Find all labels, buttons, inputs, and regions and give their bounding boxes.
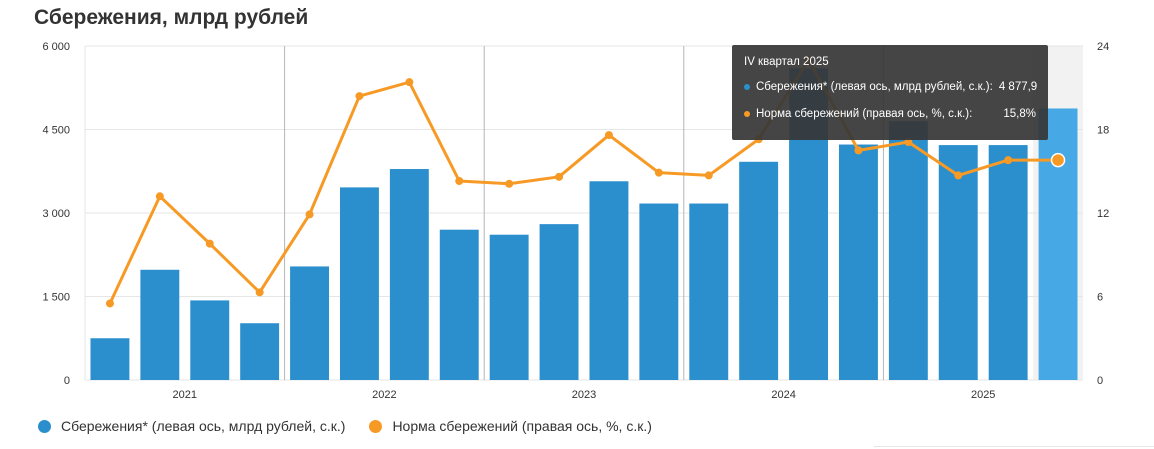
savings-bar [240,323,280,380]
right-axis-tick: 0 [1097,375,1103,387]
legend-rate-dot-icon [369,419,383,433]
savings-rate-point [305,210,314,219]
savings-bar [589,181,629,380]
tooltip-row-rate: Норма сбережений (правая ось, %, с.к.): … [744,108,1036,120]
savings-bar [439,229,479,380]
savings-bar [140,269,180,380]
savings-bar [489,234,529,380]
tooltip-rate-label: Норма сбережений (правая ось, %, с.к.): [756,108,973,120]
savings-rate-point [355,92,364,101]
savings-bar [339,187,379,380]
savings-bar [639,203,679,380]
savings-bar [988,145,1028,380]
left-axis-tick: 1 500 [42,292,70,304]
tooltip: IV квартал 2025 Сбережения* (левая ось, … [732,45,1048,140]
savings-rate-point [954,171,963,180]
x-axis-year-label: 2024 [771,389,795,401]
footer-divider [874,446,1154,447]
savings-dot-icon [744,84,750,90]
legend-item-savings[interactable]: Сбережения* (левая ось, млрд рублей, с.к… [38,418,345,434]
tooltip-row-savings: Сбережения* (левая ось, млрд рублей, с.к… [744,81,1038,93]
savings-bar [190,300,230,380]
legend-savings-label: Сбережения* (левая ось, млрд рублей, с.к… [61,418,346,434]
savings-bar [938,145,978,380]
left-axis-tick: 4 500 [42,125,70,137]
left-axis-tick: 0 [64,375,70,387]
savings-bar [689,203,729,380]
x-axis-year-label: 2023 [572,389,596,401]
tooltip-title: IV квартал 2025 [744,56,829,68]
right-axis-tick: 6 [1097,292,1103,304]
legend: Сбережения* (левая ось, млрд рублей, с.к… [38,418,676,434]
savings-bar [739,161,779,380]
savings-rate-point [704,171,713,180]
savings-rate-point [654,168,663,177]
savings-bar [290,266,330,380]
savings-rate-point [904,138,913,147]
savings-bar [539,224,579,380]
savings-rate-point [1004,156,1013,165]
left-axis-tick: 6 000 [42,41,70,53]
right-axis-tick: 24 [1097,41,1109,53]
savings-rate-line [108,58,1059,305]
savings-rate-point [255,288,264,297]
savings-rate-point [505,179,514,188]
savings-rate-point [155,192,164,201]
x-axis-year-label: 2025 [971,389,995,401]
savings-rate-point [455,176,464,185]
savings-bar [888,121,928,381]
right-axis-tick: 18 [1097,125,1109,137]
savings-rate-point-highlight [1050,152,1066,168]
savings-rate-point [604,131,613,140]
savings-bar [1038,108,1078,381]
savings-bar [389,169,429,380]
savings-bar [90,338,130,380]
chart-title: Сбережения, млрд рублей [34,6,309,29]
x-axis-year-label: 2022 [372,389,396,401]
legend-savings-dot-icon [38,419,51,433]
tooltip-savings-value: 4 877,9 [998,81,1038,93]
savings-bar [838,144,878,380]
savings-rate-point [205,239,214,248]
right-axis-tick: 12 [1097,208,1109,220]
savings-rate-point [555,172,564,181]
x-axis-year-label: 2021 [173,389,197,401]
rate-dot-icon [744,111,750,117]
legend-item-rate[interactable]: Норма сбережений (правая ось, %, с.к.) [369,418,652,434]
savings-rate-point [854,146,863,155]
tooltip-savings-label: Сбережения* (левая ось, млрд рублей, с.к… [756,81,993,93]
savings-rate-point [405,78,414,87]
left-axis-tick: 3 000 [42,208,70,220]
savings-rate-point [105,299,114,308]
legend-rate-label: Норма сбережений (правая ось, %, с.к.) [392,418,652,434]
tooltip-rate-value: 15,8% [1003,108,1036,120]
